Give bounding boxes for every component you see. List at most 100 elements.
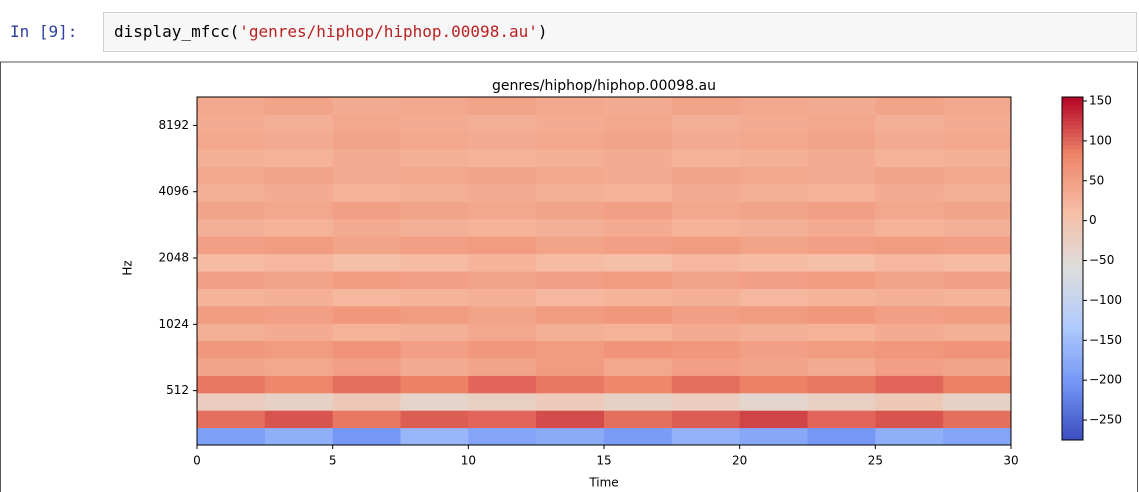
colorbar-step [1062,320,1083,325]
heatmap-cell [400,218,469,237]
heatmap-cell [468,201,537,220]
heatmap-cell [264,340,334,359]
colorbar-tick-label: 50 [1089,173,1104,187]
heatmap-cell [739,236,808,255]
heatmap-cell [264,392,334,411]
heatmap-cell [671,166,741,185]
heatmap-cell [875,288,944,307]
heatmap-cell [400,166,469,185]
heatmap-cell [197,218,266,237]
heatmap-cell [604,114,673,133]
heatmap-cell [536,271,605,289]
heatmap-cell [943,253,1012,272]
colorbar-step [1062,308,1083,313]
colorbar-step [1062,120,1083,126]
heatmap-cell [604,97,673,115]
heatmap-cell [197,288,266,307]
colorbar-step [1062,220,1083,226]
colorbar-step [1062,276,1083,281]
heatmap-cell [943,288,1012,307]
heatmap-cell [332,271,401,289]
y-tick-label: 2048 [158,251,189,265]
colorbar-step [1062,236,1083,242]
heatmap-cell [671,236,741,255]
heatmap-cell [332,358,401,376]
output-frame [0,61,1138,492]
heatmap-cell [468,184,537,202]
heatmap-cell [943,166,1012,185]
heatmap-cell [604,218,673,237]
heatmap-cell [739,201,808,220]
heatmap-cell [875,253,944,272]
heatmap-cell [264,358,334,376]
heatmap-cell [197,323,266,342]
heatmap-cell [197,375,266,394]
heatmap-cell [332,375,401,394]
colorbar-step [1062,428,1083,433]
heatmap-cell [807,271,876,289]
heatmap-cell [264,305,334,324]
heatmap-cell [875,271,944,289]
colorbar-step [1062,160,1083,166]
colorbar-step [1062,424,1083,429]
heatmap-cell [400,392,469,411]
heatmap-cell [739,218,808,237]
heatmap-cell [332,305,401,324]
heatmap-cell [875,305,944,324]
colorbar-step [1062,144,1083,150]
heatmap-cell [739,131,808,150]
heatmap-cell [468,358,537,376]
heatmap-cell [536,305,605,324]
heatmap-cell [875,97,944,115]
heatmap-cell [604,131,673,150]
code-cell[interactable]: display_mfcc('genres/hiphop/hiphop.00098… [103,12,1137,52]
colorbar-step [1062,140,1083,146]
heatmap-cell [332,166,401,185]
heatmap-cell [671,114,741,133]
colorbar-step [1062,124,1083,130]
heatmap-cell [604,305,673,324]
colorbar-tick-label: 100 [1089,133,1112,147]
heatmap-cell [671,392,741,411]
colorbar-step [1062,344,1083,349]
heatmap-cell [400,114,469,133]
chart-title: genres/hiphop/hiphop.00098.au [492,78,716,94]
heatmap-cell [332,218,401,237]
colorbar-step [1062,232,1083,238]
heatmap-cell [943,149,1012,168]
heatmap-cell [739,114,808,133]
colorbar-step [1062,136,1083,142]
colorbar-step [1062,200,1083,206]
heatmap-cell [739,149,808,168]
heatmap-cell [332,149,401,168]
x-tick-label: 20 [732,454,747,468]
heatmap-cell [671,271,741,289]
heatmap-cell [332,392,401,411]
heatmap-cell [671,218,741,237]
x-tick-label: 30 [1003,454,1018,468]
colorbar-step [1062,364,1083,369]
heatmap-cell [332,114,401,133]
colorbar-step [1062,184,1083,190]
colorbar-step [1062,292,1083,297]
heatmap-cell [332,323,401,342]
heatmap-cell [671,323,741,342]
y-tick-label: 1024 [158,317,189,331]
heatmap-cell [264,114,334,133]
y-tick-label: 4096 [158,184,189,198]
heatmap-cell [332,131,401,150]
heatmap-cell [807,149,876,168]
heatmap-cell [875,149,944,168]
heatmap-cell [536,218,605,237]
colorbar-step [1062,228,1083,234]
heatmap-cell [536,427,605,446]
heatmap-cell [400,358,469,376]
x-tick-label: 0 [193,454,201,468]
heatmap-cell [604,271,673,289]
heatmap-cell [807,236,876,255]
colorbar-step [1062,116,1083,122]
heatmap-cell [739,271,808,289]
heatmap-cell [604,340,673,359]
colorbar-step [1062,420,1083,425]
